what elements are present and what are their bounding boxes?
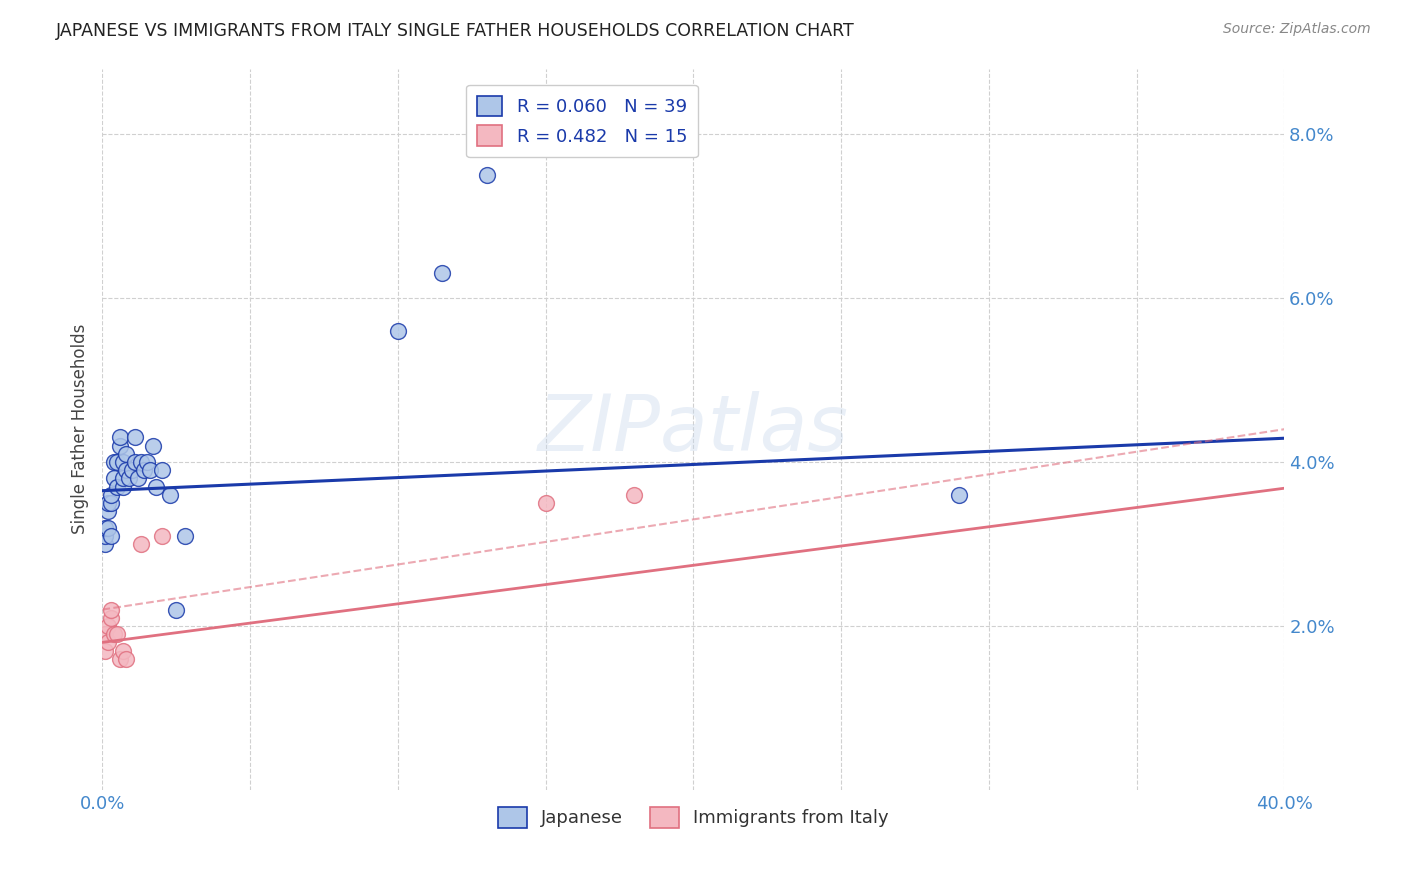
Point bbox=[100, 611, 122, 625]
Point bbox=[124, 430, 146, 444]
Point bbox=[112, 471, 135, 485]
Point bbox=[534, 496, 557, 510]
Point bbox=[174, 529, 197, 543]
Point bbox=[105, 455, 128, 469]
Point bbox=[94, 529, 117, 543]
Point bbox=[159, 488, 181, 502]
Point bbox=[108, 430, 131, 444]
Point bbox=[129, 537, 152, 551]
Point bbox=[103, 471, 125, 485]
Point bbox=[138, 463, 160, 477]
Text: JAPANESE VS IMMIGRANTS FROM ITALY SINGLE FATHER HOUSEHOLDS CORRELATION CHART: JAPANESE VS IMMIGRANTS FROM ITALY SINGLE… bbox=[56, 22, 855, 40]
Point bbox=[94, 537, 117, 551]
Text: Source: ZipAtlas.com: Source: ZipAtlas.com bbox=[1223, 22, 1371, 37]
Point bbox=[100, 529, 122, 543]
Point bbox=[145, 480, 167, 494]
Point bbox=[108, 652, 131, 666]
Point bbox=[94, 627, 117, 641]
Point bbox=[100, 496, 122, 510]
Point bbox=[115, 463, 138, 477]
Point bbox=[432, 267, 454, 281]
Point bbox=[121, 463, 143, 477]
Point bbox=[97, 635, 120, 649]
Point bbox=[124, 455, 146, 469]
Point bbox=[118, 471, 141, 485]
Point bbox=[100, 602, 122, 616]
Point bbox=[387, 324, 409, 338]
Point bbox=[150, 463, 173, 477]
Point bbox=[105, 627, 128, 641]
Legend: Japanese, Immigrants from Italy: Japanese, Immigrants from Italy bbox=[491, 800, 896, 835]
Point bbox=[142, 439, 165, 453]
Point bbox=[127, 471, 149, 485]
Point bbox=[103, 627, 125, 641]
Point bbox=[115, 652, 138, 666]
Y-axis label: Single Father Households: Single Father Households bbox=[72, 324, 89, 534]
Text: ZIPatlas: ZIPatlas bbox=[538, 392, 849, 467]
Point bbox=[97, 504, 120, 518]
Point bbox=[948, 488, 970, 502]
Point bbox=[105, 480, 128, 494]
Point bbox=[135, 455, 157, 469]
Point bbox=[94, 520, 117, 534]
Point bbox=[94, 643, 117, 657]
Point bbox=[100, 488, 122, 502]
Point bbox=[108, 439, 131, 453]
Point bbox=[132, 463, 155, 477]
Point bbox=[129, 455, 152, 469]
Point bbox=[475, 168, 498, 182]
Point bbox=[103, 455, 125, 469]
Point bbox=[150, 529, 173, 543]
Point bbox=[165, 602, 187, 616]
Point bbox=[97, 520, 120, 534]
Point bbox=[112, 643, 135, 657]
Point bbox=[112, 480, 135, 494]
Point bbox=[97, 496, 120, 510]
Point bbox=[115, 447, 138, 461]
Point bbox=[97, 619, 120, 633]
Point bbox=[623, 488, 645, 502]
Point bbox=[112, 455, 135, 469]
